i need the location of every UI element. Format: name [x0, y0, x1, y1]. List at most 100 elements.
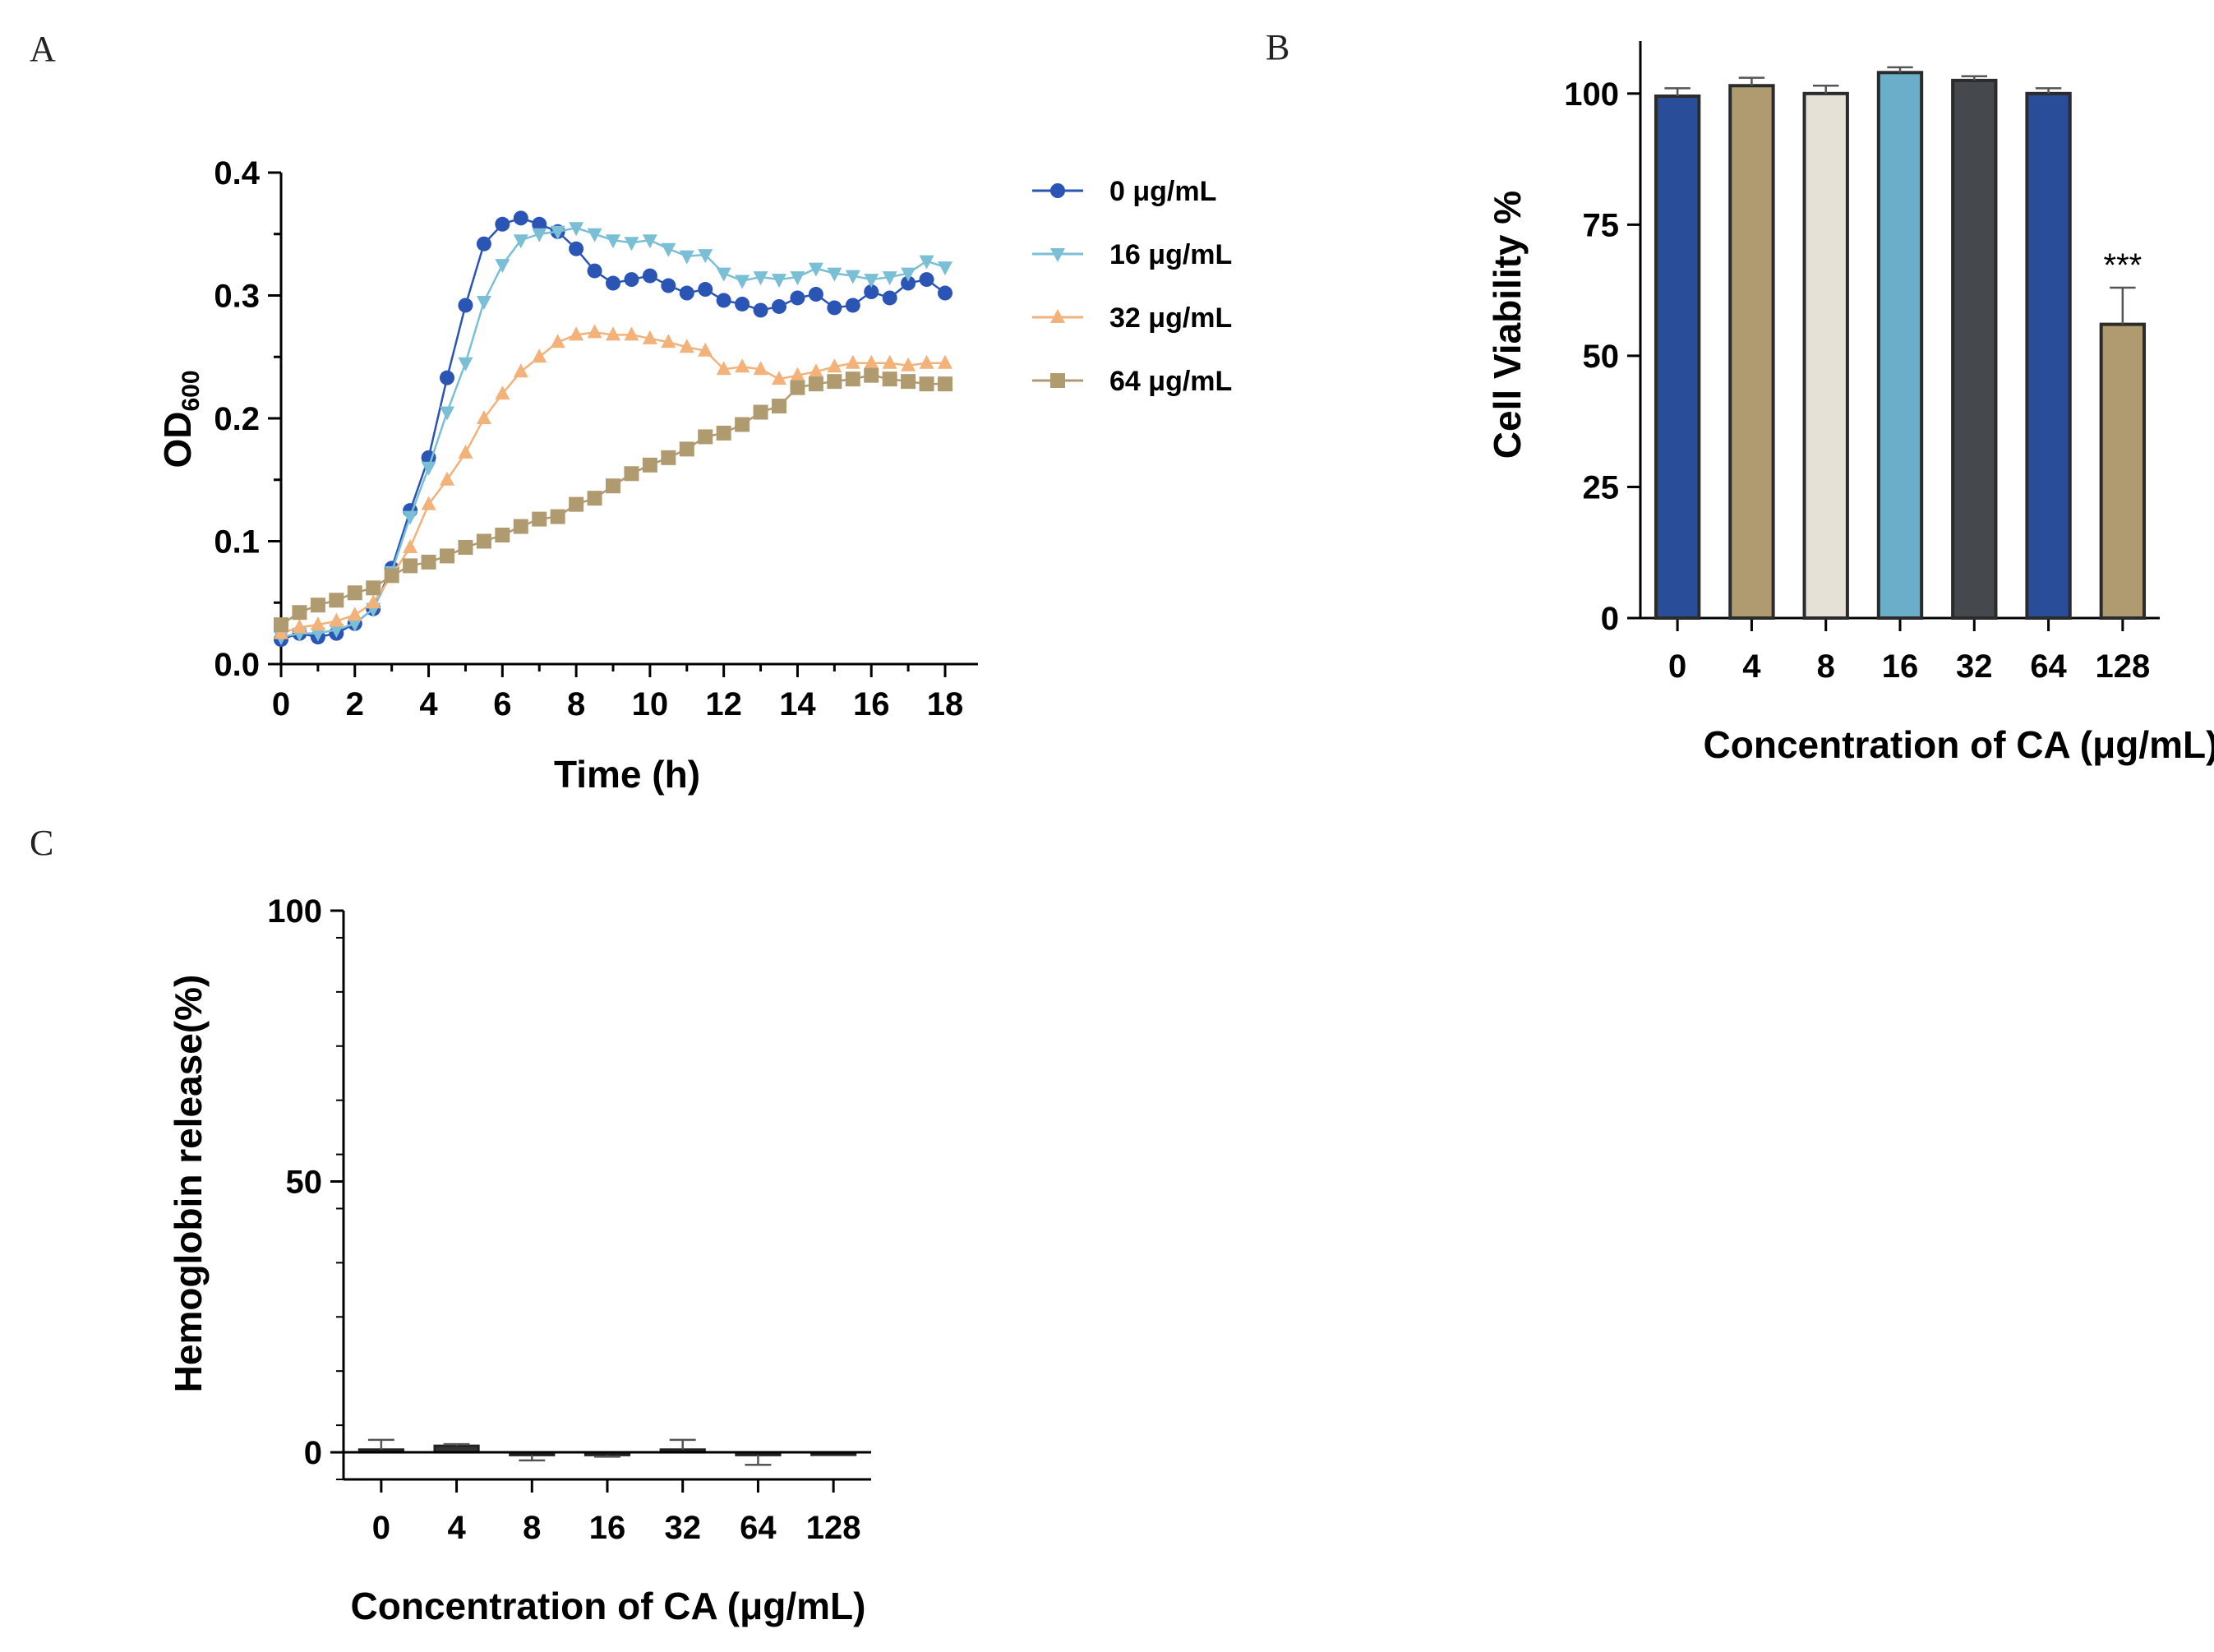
chart-a-data-point — [569, 222, 584, 237]
chart-a-data-point — [606, 275, 620, 291]
chart-a-data-point — [366, 580, 381, 596]
chart-a-data-point — [716, 425, 731, 441]
chart-a-data-point — [347, 607, 362, 621]
chart-a-data-point — [864, 284, 879, 300]
chart-a-data-point — [440, 406, 454, 421]
chart-c-x-tick-label: 8 — [523, 1510, 541, 1546]
chart-a-legend-item: 16 μg/mL — [1032, 239, 1232, 270]
chart-a-data-point — [440, 471, 454, 486]
panel-letter-a: A — [30, 29, 56, 69]
chart-a-data-point — [384, 568, 399, 584]
chart-a-data-point — [329, 612, 344, 627]
chart-a-legend-marker — [1050, 248, 1065, 262]
chart-a-data-point — [476, 236, 491, 251]
chart-a-data-point — [476, 410, 491, 424]
chart-a-data-point — [901, 357, 916, 371]
chart-a-legend-label: 32 μg/mL — [1109, 302, 1232, 334]
chart-a-data-point — [366, 594, 381, 609]
chart-a-data-point — [882, 290, 897, 306]
chart-a-y-axis-title: OD600 — [156, 370, 205, 468]
chart-a-data-point — [587, 263, 602, 279]
chart-a-x-tick-label: 14 — [779, 686, 816, 722]
chart-c-y-tick-label: 50 — [286, 1165, 323, 1201]
chart-a-data-point — [938, 376, 952, 392]
chart-a-data-point — [919, 376, 934, 392]
chart-a-data-point — [882, 371, 897, 387]
chart-a-x-tick-label: 12 — [705, 686, 742, 722]
chart-b-y-tick-label: 0 — [1601, 601, 1619, 637]
chart-a-data-point — [403, 510, 418, 525]
chart-b-bar — [1802, 91, 1849, 621]
chart-b-x-tick-label: 16 — [1882, 648, 1919, 685]
chart-a-legend-item: 0 μg/mL — [1032, 176, 1216, 207]
chart-a-data-point — [790, 380, 805, 395]
chart-a-data-point — [661, 450, 676, 465]
chart-a-data-point — [587, 228, 602, 242]
chart-a-data-point — [495, 528, 510, 543]
chart-a-data-point — [606, 234, 620, 249]
chart-c-x-tick-label: 32 — [664, 1510, 701, 1546]
chart-a-data-point — [550, 225, 565, 240]
chart-a-x-tick-label: 18 — [927, 686, 964, 722]
chart-a-data-point — [513, 519, 528, 534]
chart-a-data-point — [845, 371, 860, 387]
chart-a-y-tick-label: 0.0 — [214, 647, 260, 683]
chart-a-data-point — [753, 302, 768, 318]
chart-a-data-point — [274, 617, 288, 633]
chart-a-data-point — [827, 374, 842, 390]
chart-a-data-point — [698, 249, 713, 264]
chart-a-data-point — [642, 457, 657, 473]
chart-a-data-point — [772, 298, 786, 314]
chart-a-data-point — [901, 275, 916, 291]
chart-b-y-tick-label: 100 — [1564, 76, 1619, 113]
chart-a-data-point — [440, 548, 454, 564]
chart-a-data-point — [292, 605, 307, 621]
chart-a-x-tick-label: 10 — [632, 686, 669, 722]
chart-a-x-tick-label: 16 — [853, 686, 890, 722]
chart-a-data-point — [403, 538, 418, 553]
chart-a-y-tick-label: 0.3 — [214, 279, 260, 315]
chart-c-x-tick-label: 0 — [372, 1510, 390, 1546]
chart-a-data-point — [661, 242, 676, 257]
chart-b-cell-viability: 0 25 50 75 100 0 4 8 16 32 64 128 *** Concentration… — [1486, 41, 2214, 766]
chart-b-bar — [1876, 71, 1924, 621]
chart-a-data-point — [532, 511, 547, 527]
panel-letter-c: C — [30, 823, 53, 863]
chart-a-data-point — [513, 363, 528, 378]
chart-b-significance-annotation: *** — [2104, 247, 2143, 284]
chart-a-data-point — [642, 268, 657, 284]
chart-a-data-point — [735, 417, 750, 432]
chart-a-data-point — [403, 558, 418, 574]
chart-a-data-point — [329, 624, 344, 639]
chart-a-data-point — [827, 300, 842, 316]
chart-a-data-point — [698, 282, 713, 298]
chart-a-data-point — [532, 348, 547, 363]
chart-a-data-point — [458, 539, 473, 555]
chart-a-data-point — [735, 275, 750, 289]
chart-a-y-tick-label: 0.1 — [214, 524, 260, 561]
chart-a-data-point — [772, 371, 786, 385]
chart-a-data-point — [624, 466, 639, 482]
chart-a-data-point — [938, 285, 952, 301]
chart-a-data-point — [919, 272, 934, 288]
chart-a-x-tick-label: 6 — [493, 686, 511, 722]
chart-a-data-point — [808, 363, 823, 378]
chart-a-data-point — [458, 444, 473, 459]
chart-b-bar — [2025, 91, 2072, 621]
chart-a-data-point — [827, 358, 842, 373]
chart-a-y-tick-label: 0.2 — [214, 401, 260, 437]
chart-a-data-point — [845, 298, 860, 313]
chart-a-data-point — [347, 617, 362, 632]
chart-a-data-point — [587, 324, 602, 339]
chart-a-data-point — [476, 533, 491, 549]
chart-a-data-point — [569, 241, 584, 256]
chart-a-data-point — [845, 354, 860, 369]
chart-c-x-tick-label: 4 — [447, 1510, 466, 1546]
chart-b-y-tick-label: 75 — [1583, 207, 1620, 243]
chart-b-x-tick-label: 64 — [2030, 648, 2067, 685]
chart-a-y-axis-title-main: OD — [156, 412, 199, 468]
chart-a-data-point — [421, 496, 436, 510]
chart-b-bar — [1728, 84, 1775, 620]
chart-a-data-point — [790, 290, 805, 306]
chart-a-data-point — [679, 250, 694, 265]
